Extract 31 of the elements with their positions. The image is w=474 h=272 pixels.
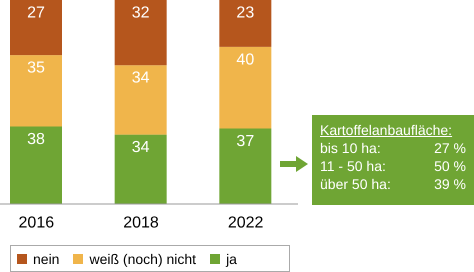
text: über 50 ha: (320, 175, 391, 193)
x-tick-label: 2022 (228, 214, 264, 232)
bar (114, 65, 167, 135)
data-label: 40 (236, 51, 254, 68)
legend-label: nein (33, 250, 60, 266)
bar (10, 0, 62, 56)
legend-label: ja (226, 250, 237, 266)
bar (10, 55, 62, 126)
bar (114, 134, 167, 204)
legend-label: weiß (noch) nicht (89, 250, 196, 266)
data-label: 37 (236, 132, 254, 150)
x-tick-label: 2016 (18, 214, 54, 232)
bar (219, 46, 272, 129)
data-label: 34 (132, 139, 150, 156)
x-tick-label: 2018 (123, 214, 159, 232)
text: 50 % (434, 157, 466, 175)
text: 11 - 50 ha: (320, 157, 386, 175)
data-label: 23 (236, 4, 254, 22)
text: Kartoffelanbaufläche: (320, 121, 454, 139)
text: bis 10 ha: (320, 139, 381, 157)
text: 39 % (434, 175, 466, 193)
text: 27 % (434, 139, 466, 157)
data-label: 35 (27, 59, 45, 76)
bar (114, 0, 167, 66)
bar (219, 0, 272, 47)
data-label: 32 (132, 4, 150, 22)
data-label: 27 (27, 4, 45, 22)
bar (10, 126, 62, 204)
bar (219, 128, 272, 204)
data-label: 34 (132, 70, 150, 87)
data-label: 38 (27, 130, 45, 148)
